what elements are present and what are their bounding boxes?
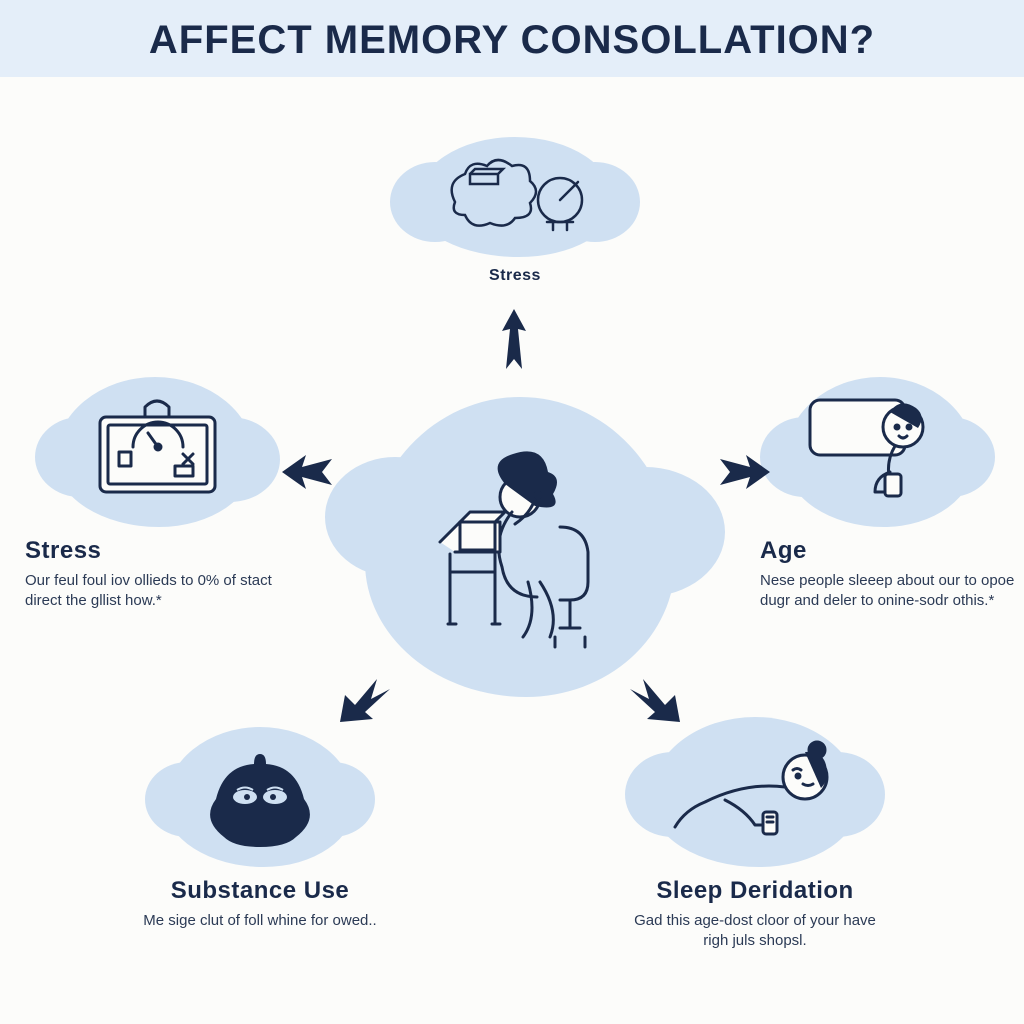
node-bl-cloud [165, 727, 355, 867]
node-br-label: Sleep Deridation Gad this age-dost cloor… [625, 877, 885, 952]
dark-blob-icon [195, 742, 325, 852]
node-bl-body: Me sige clut of foll whine for owed.. [130, 911, 390, 931]
node-top-cloud [415, 137, 615, 257]
node-bl-label: Substance Use Me sige clut of foll whine… [130, 877, 390, 931]
node-left-cloud [55, 377, 255, 527]
node-br-body: Gad this age-dost cloor of your have rig… [625, 911, 885, 952]
central-bubble [365, 397, 675, 697]
person-lying-icon [655, 732, 855, 852]
node-right-body: Nese people sleeep about our to opoe dug… [760, 571, 1020, 612]
node-right-cloud [785, 377, 975, 527]
node-left-label: Stress Our feul foul iov ollieds to 0% o… [25, 537, 285, 612]
arrow-bl-icon [335, 667, 395, 727]
node-right-heading: Age [760, 537, 1020, 565]
page-title: Affect Memory Consollation? [0, 18, 1024, 63]
title-bar: Affect Memory Consollation? [0, 0, 1024, 77]
node-top-heading: Stress [385, 267, 645, 285]
node-br-cloud [650, 717, 860, 867]
person-pillow-icon [795, 382, 965, 522]
person-desk-icon [400, 432, 640, 662]
node-left-body: Our feul foul iov ollieds to 0% of stact… [25, 571, 285, 612]
arrow-right-icon [700, 447, 770, 497]
node-br-heading: Sleep Deridation [625, 877, 885, 905]
arrow-br-icon [625, 667, 685, 727]
diagram-canvas: Stress Stress Our feul foul iov ollieds … [0, 77, 1024, 1017]
node-right-label: Age Nese people sleeep about our to opoe… [760, 537, 1020, 612]
node-bl-heading: Substance Use [130, 877, 390, 905]
brain-gauge-icon [435, 152, 595, 242]
arrow-up-icon [492, 309, 536, 389]
node-left-heading: Stress [25, 537, 285, 565]
arrow-left-icon [282, 447, 352, 497]
node-top-label: Stress [385, 267, 645, 291]
laptop-gauge-icon [75, 392, 235, 512]
